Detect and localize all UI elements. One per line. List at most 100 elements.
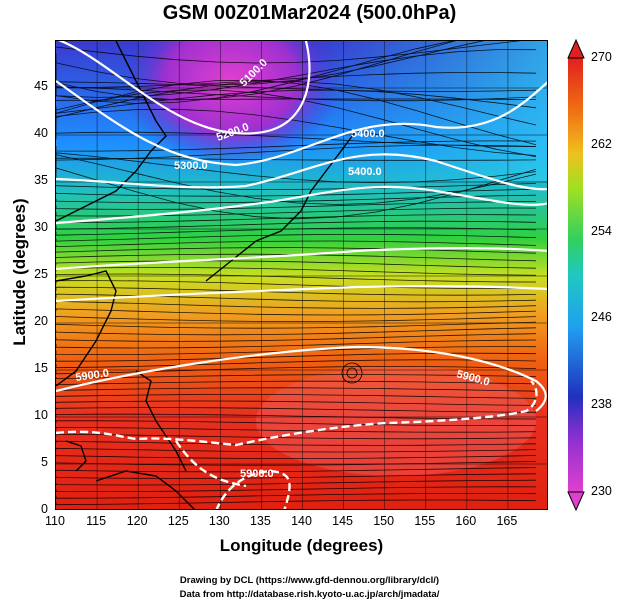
- x-tick-label: 140: [291, 514, 312, 528]
- streamline: [56, 140, 537, 152]
- x-tick-label: 125: [167, 514, 189, 528]
- streamline: [56, 41, 457, 101]
- streamline: [56, 327, 537, 336]
- streamline: [56, 286, 537, 296]
- contour-label: 5900.0: [240, 468, 274, 480]
- streamline: [56, 144, 537, 161]
- streamline: [56, 440, 537, 446]
- streamline: [56, 86, 537, 102]
- streamline: [56, 266, 537, 276]
- contour-label: 5400.0: [351, 128, 385, 140]
- streamline: [56, 157, 537, 161]
- streamline: [56, 420, 537, 427]
- streamline: [56, 321, 537, 329]
- streamline: [56, 240, 537, 248]
- streamline: [56, 365, 537, 375]
- colorbar-top-arrow: [567, 38, 585, 59]
- streamline: [56, 346, 537, 356]
- x-tick-label: 120: [126, 514, 148, 528]
- streamline: [56, 260, 537, 269]
- y-tick-label: 40: [34, 126, 48, 140]
- credit-data-source: Data from http://database.rish.kyoto-u.a…: [179, 589, 440, 600]
- streamline: [56, 394, 537, 399]
- streamline: [56, 108, 537, 156]
- x-tick-label: 110: [45, 514, 65, 528]
- streamline: [56, 479, 537, 486]
- streamline: [56, 380, 537, 386]
- colorbar-tick-label: 262: [591, 136, 612, 151]
- credit-dcl: Drawing by DCL (https://www.gfd-dennou.o…: [179, 575, 440, 586]
- 5900-contour-dashed: [56, 380, 538, 509]
- map-plot-area[interactable]: 5100.0 5200.0 5300.0 5400.0 5400.0 5900.…: [55, 40, 548, 510]
- streamline: [56, 300, 537, 309]
- streamline: [56, 41, 522, 64]
- contour-label: 5900.0: [75, 367, 110, 384]
- x-tick-label: 155: [414, 514, 436, 528]
- y-tick-label: 25: [34, 267, 48, 281]
- contour-label: 5300.0: [174, 160, 208, 172]
- contour-label: 5400.0: [348, 166, 382, 178]
- x-axis-label: Longitude (degrees): [219, 536, 384, 555]
- y-tick-label: 45: [34, 79, 48, 93]
- streamline: [56, 499, 537, 506]
- streamline: [56, 72, 537, 89]
- streamline: [56, 234, 537, 242]
- streamline: [56, 247, 537, 254]
- coastline: [65, 440, 87, 472]
- y-tick-label: 5: [41, 455, 48, 469]
- coastline: [205, 130, 357, 282]
- colorbar-bottom-arrow: [567, 491, 585, 512]
- streamline: [56, 220, 537, 230]
- streamline: [56, 308, 537, 316]
- plot-title: GSM 00Z01Mar2024 (500.0hPa): [162, 2, 457, 24]
- y-tick-label: 20: [34, 314, 48, 328]
- streamline: [56, 374, 537, 380]
- y-tick-label: 35: [34, 173, 48, 187]
- streamline: [56, 387, 537, 392]
- x-tick-label: 135: [249, 514, 271, 528]
- colorbar-tick-label: 230: [591, 484, 612, 498]
- streamline: [56, 407, 537, 413]
- colorbar-tick-label: 254: [591, 223, 612, 238]
- streamline: [56, 253, 537, 262]
- coastline: [135, 370, 187, 472]
- streamline: [56, 41, 454, 104]
- streamline: [56, 339, 537, 349]
- streamline: [56, 89, 537, 158]
- x-tick-label: 130: [208, 514, 230, 528]
- streamline: [56, 214, 537, 224]
- streamline: [56, 183, 537, 191]
- streamline: [56, 426, 537, 433]
- coastline: [56, 270, 117, 387]
- streamline: [56, 280, 537, 290]
- streamline: [56, 359, 537, 369]
- colorbar: [568, 58, 583, 492]
- streamline: [56, 293, 537, 303]
- y-tick-label: 15: [34, 361, 48, 375]
- y-tick-label: 0: [41, 502, 48, 516]
- streamline: [56, 188, 537, 197]
- y-tick-label: 30: [34, 220, 48, 234]
- streamline: [56, 413, 537, 420]
- geopotential-contours: [56, 41, 547, 412]
- coastline: [95, 470, 195, 509]
- coastline: [56, 41, 167, 222]
- x-tick-label: 145: [332, 514, 353, 528]
- x-tick-label: 160: [455, 514, 477, 528]
- streamline: [56, 207, 537, 217]
- streamline: [56, 493, 537, 499]
- streamline: [56, 400, 537, 406]
- y-tick-label: 10: [34, 408, 48, 422]
- streamline: [56, 273, 537, 283]
- streamline: [56, 333, 537, 342]
- x-tick-label: 150: [373, 514, 395, 528]
- streamline: [56, 447, 537, 453]
- x-tick-label: 115: [86, 514, 107, 528]
- streamline: [56, 227, 537, 236]
- streamline: [56, 455, 537, 460]
- colorbar-tick-label: 246: [591, 310, 612, 325]
- colorbar-tick-label: 238: [591, 397, 612, 412]
- streamline: [56, 201, 537, 210]
- x-tick-label: 165: [496, 514, 518, 528]
- streamline: [56, 89, 537, 114]
